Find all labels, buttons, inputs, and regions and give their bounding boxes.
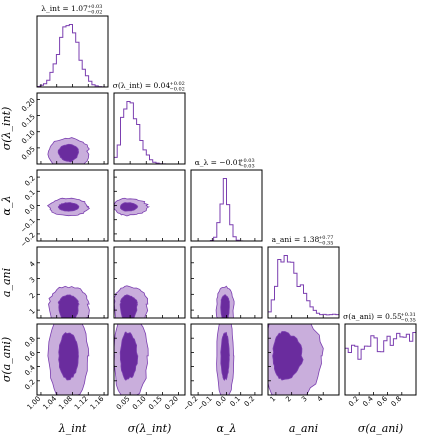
xtick-label-3-1: 2: [284, 395, 293, 404]
panel-title-0: λ_int = 1.07: [41, 4, 88, 13]
xtick-label-4-2: 0.6: [375, 394, 389, 408]
contour-inner-3-2: [220, 294, 230, 319]
histogram-4: [344, 332, 417, 395]
xtick-label-0-0: 1.00: [26, 395, 43, 412]
ytick-label-3-1: 2: [28, 292, 37, 301]
xtick-label-0-3: 1.12: [73, 395, 90, 412]
xtick-label-3-3: 4: [316, 394, 325, 403]
panel-frame-4-1: [113, 323, 186, 396]
xtick-label-4-1: 0.4: [361, 394, 375, 408]
xtick-label-0-4: 1.16: [89, 394, 106, 411]
y-axis-label-3: a_ani: [0, 268, 13, 297]
panel-title-minus-0: −0.02: [87, 10, 102, 16]
xtick-label-1-3: 0.20: [163, 395, 180, 412]
histogram-3: [267, 255, 340, 318]
panel-title-minus-3: −0.35: [318, 241, 333, 247]
xtick-label-0-2: 1.08: [57, 395, 74, 412]
panel-title-plus-4: +0.31: [401, 312, 416, 318]
ytick-label-2-1: −0.1: [19, 217, 37, 235]
ytick-label-1-0: 0.05: [20, 145, 37, 162]
xtick-label-2-0: −0.2: [182, 395, 200, 413]
xtick-label-4-3: 0.8: [390, 395, 404, 409]
x-axis-label-3: a_ani: [289, 422, 318, 435]
xtick-label-2-3: 0.1: [229, 395, 243, 409]
panel-title-1: σ(λ_int) = 0.04: [113, 81, 171, 90]
xtick-label-1-0: 0.05: [115, 395, 132, 412]
ytick-label-1-2: 0.15: [20, 113, 37, 130]
panel-title-plus-3: +0.77: [318, 235, 333, 241]
contour-inner-2-0: [57, 202, 80, 212]
panel-title-plus-2: +0.03: [239, 158, 254, 164]
ytick-label-4-1: 0.4: [23, 363, 37, 377]
panel-title-plus-0: +0.03: [87, 4, 102, 10]
contour-inner-1-0: [57, 143, 79, 163]
x-axis-label-2: α_λ: [217, 422, 237, 435]
ytick-label-2-2: 0.0: [23, 203, 37, 217]
xtick-label-3-2: 3: [300, 395, 309, 404]
contour-inner-4-2: [220, 331, 230, 381]
xtick-label-2-4: 0.2: [243, 395, 257, 409]
contour-inner-4-1: [119, 331, 139, 381]
ytick-label-4-0: 0.2: [23, 378, 37, 392]
panel-frame-4-3: [267, 323, 340, 396]
histogram-2: [191, 178, 262, 242]
histogram-0: [36, 24, 108, 88]
panel-frame-4-4: [344, 323, 417, 396]
panel-title-minus-2: −0.03: [239, 164, 254, 170]
ytick-label-1-1: 0.10: [20, 129, 37, 146]
panel-title-3: a_ani = 1.38: [272, 235, 320, 244]
ytick-label-2-0: −0.2: [19, 231, 37, 249]
ytick-label-3-0: 1: [28, 307, 37, 316]
xtick-label-4-0: 0.2: [347, 395, 361, 409]
panel-title-minus-4: −0.35: [401, 318, 416, 324]
contour-inner-2-1: [119, 202, 139, 212]
panel-frame-3-3: [267, 246, 340, 319]
panel-title-plus-1: +0.02: [170, 81, 185, 87]
y-axis-label-1: σ(λ_int): [0, 107, 13, 151]
xtick-label-1-2: 0.15: [147, 395, 164, 412]
xtick-label-2-1: −0.1: [196, 395, 214, 413]
xtick-label-0-1: 1.04: [41, 394, 58, 411]
panel-title-2: α_λ = −0.01: [195, 158, 243, 167]
ytick-label-4-2: 0.6: [23, 349, 37, 363]
y-axis-label-2: α_λ: [0, 196, 13, 216]
xtick-label-3-0: 1: [268, 395, 277, 404]
panel-frame-3-1: [113, 246, 186, 319]
contour-inner-3-0: [57, 294, 80, 319]
ytick-label-2-3: 0.1: [23, 188, 37, 202]
ytick-label-1-3: 0.20: [20, 97, 37, 114]
contour-inner-4-0: [58, 332, 79, 381]
x-axis-label-1: σ(λ_int): [128, 422, 172, 435]
histogram-1: [113, 101, 185, 165]
contour-inner-4-3: [272, 331, 304, 381]
ytick-label-4-3: 0.8: [23, 335, 37, 349]
ytick-label-3-3: 4: [28, 260, 37, 269]
y-axis-label-4: σ(a_ani): [0, 337, 13, 382]
ytick-label-3-2: 3: [28, 276, 37, 285]
panel-title-minus-1: −0.02: [170, 87, 185, 93]
x-axis-label-4: σ(a_ani): [358, 422, 403, 435]
panel-frame-1-1: [113, 92, 186, 165]
xtick-label-2-2: 0.0: [214, 395, 228, 409]
panel-title-4: σ(a_ani) = 0.55: [343, 312, 402, 321]
x-axis-label-0: λ_int: [58, 422, 87, 435]
xtick-label-1-1: 0.10: [131, 395, 148, 412]
ytick-label-2-4: 0.2: [23, 174, 37, 188]
